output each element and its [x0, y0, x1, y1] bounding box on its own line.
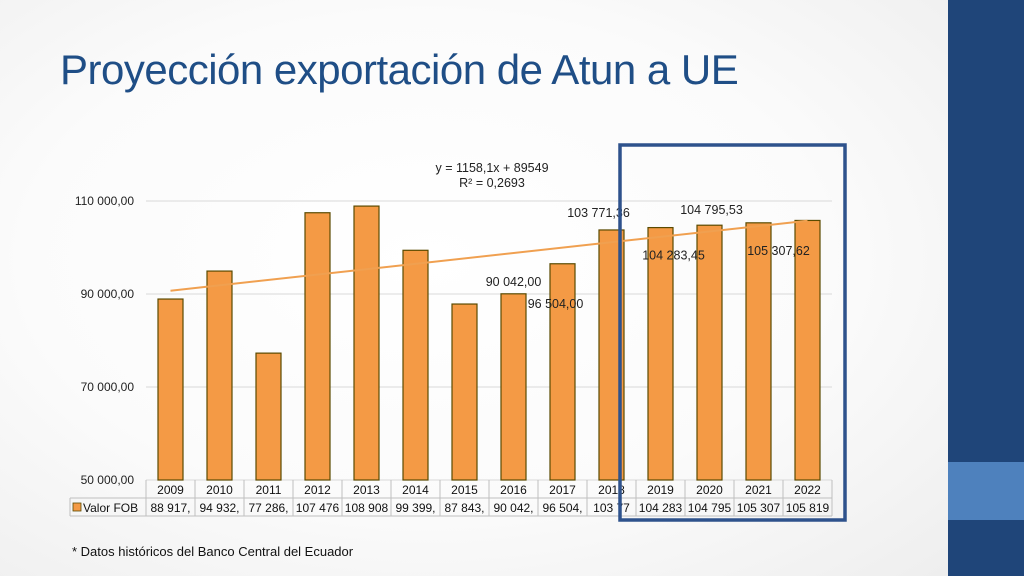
footnote: * Datos históricos del Banco Central del…	[72, 544, 354, 559]
bar-2019	[647, 226, 674, 481]
table-value: 88 917,	[150, 501, 190, 515]
table-value: 103 77	[593, 501, 630, 515]
bar-2020	[696, 224, 723, 481]
y-tick-label: 110 000,00	[75, 194, 134, 208]
y-tick-label: 50 000,00	[81, 473, 135, 487]
trend-r2: R² = 0,2693	[459, 176, 525, 190]
table-value: 105 307	[737, 501, 781, 515]
bar-2016	[500, 293, 527, 481]
table-value: 96 504,	[542, 501, 582, 515]
x-tick-label: 2014	[402, 483, 429, 497]
bar-2010	[206, 270, 233, 481]
data-label-2016: 90 042,00	[486, 275, 542, 289]
x-tick-label: 2019	[647, 483, 674, 497]
y-tick-label: 70 000,00	[81, 380, 135, 394]
bar-2015	[451, 303, 478, 481]
x-tick-label: 2013	[353, 483, 380, 497]
table-value: 77 286,	[248, 501, 288, 515]
x-tick-label: 2017	[549, 483, 576, 497]
table-value: 94 932,	[199, 501, 239, 515]
data-label-2021: 105 307,62	[747, 244, 810, 258]
table-value: 107 476	[296, 501, 340, 515]
x-tick-label: 2009	[157, 483, 184, 497]
data-label-2019: 104 283,45	[642, 249, 705, 263]
data-label-2020: 104 795,53	[680, 203, 743, 217]
bar-2011	[255, 352, 282, 481]
trend-equation: y = 1158,1x + 89549	[435, 161, 548, 175]
data-label-2018: 103 771,36	[567, 206, 630, 220]
x-tick-label: 2020	[696, 483, 723, 497]
data-label-2017: 96 504,00	[528, 297, 584, 311]
bar-2013	[353, 205, 380, 481]
bar-2017	[549, 263, 576, 481]
slide-title: Proyección exportación de Atun a UE	[60, 46, 739, 93]
table-value: 108 908	[345, 501, 389, 515]
x-tick-label: 2011	[256, 483, 282, 497]
y-tick-label: 90 000,00	[81, 287, 135, 301]
table-value: 87 843,	[444, 501, 484, 515]
x-tick-label: 2015	[451, 483, 478, 497]
side-panel-accent	[948, 462, 1024, 520]
table-value: 90 042,	[493, 501, 533, 515]
x-tick-label: 2021	[745, 483, 772, 497]
x-tick-label: 2010	[206, 483, 233, 497]
bar-2022	[794, 219, 821, 481]
legend-swatch	[72, 502, 82, 512]
projection-highlight-box	[618, 143, 847, 522]
x-tick-label: 2022	[794, 483, 821, 497]
table-value: 105 819	[786, 501, 830, 515]
x-tick-label: 2016	[500, 483, 527, 497]
trend-line	[170, 219, 808, 292]
table-value: 104 283	[639, 501, 683, 515]
bar-chart: 50 000,00 70 000,00 90 000,00 110 000,00 y =…	[69, 143, 847, 522]
bar-2009	[157, 298, 184, 481]
legend-series-name: Valor FOB	[83, 501, 138, 515]
table-value: 104 795	[688, 501, 732, 515]
bar-2012	[304, 212, 331, 481]
x-tick-label: 2012	[304, 483, 331, 497]
table-value: 99 399,	[395, 501, 435, 515]
bar-2021	[745, 222, 772, 481]
bar-2014	[402, 249, 429, 481]
